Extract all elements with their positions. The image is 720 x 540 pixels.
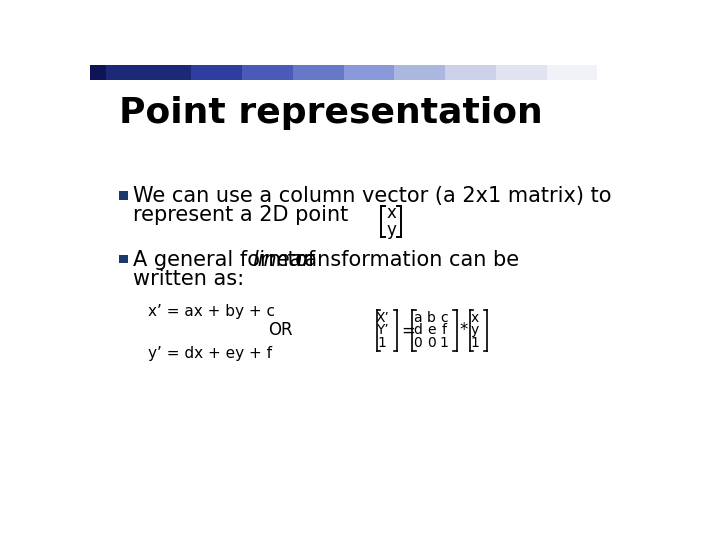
Bar bbox=[120, 255, 128, 264]
Text: linear: linear bbox=[252, 249, 311, 269]
Bar bbox=[496, 65, 548, 80]
Text: y: y bbox=[387, 221, 397, 239]
Bar bbox=[598, 65, 649, 80]
Text: d: d bbox=[413, 323, 422, 338]
Text: =: = bbox=[402, 321, 415, 340]
Text: Point representation: Point representation bbox=[120, 96, 543, 130]
Text: a: a bbox=[413, 311, 422, 325]
Bar bbox=[395, 65, 446, 80]
Text: We can use a column vector (a 2x1 matrix) to: We can use a column vector (a 2x1 matrix… bbox=[133, 186, 612, 206]
Text: 1: 1 bbox=[440, 336, 449, 350]
Bar bbox=[242, 65, 294, 80]
Bar bbox=[90, 65, 106, 80]
Text: 0: 0 bbox=[413, 336, 422, 350]
Text: y’ = dx + ey + f: y’ = dx + ey + f bbox=[148, 346, 272, 361]
Text: x’ = ax + by + c: x’ = ax + by + c bbox=[148, 303, 275, 319]
Text: transformation can be: transformation can be bbox=[281, 249, 519, 269]
Bar bbox=[140, 65, 192, 80]
Text: c: c bbox=[441, 311, 448, 325]
Text: x: x bbox=[471, 311, 480, 325]
Bar bbox=[120, 191, 128, 200]
Bar bbox=[90, 65, 142, 80]
Text: f: f bbox=[441, 323, 446, 338]
Bar bbox=[343, 65, 395, 80]
Bar bbox=[546, 65, 598, 80]
Text: x: x bbox=[387, 204, 397, 221]
Text: represent a 2D point: represent a 2D point bbox=[133, 205, 348, 225]
Bar bbox=[445, 65, 497, 80]
Text: X’: X’ bbox=[375, 311, 389, 325]
Text: A general form of: A general form of bbox=[133, 249, 323, 269]
Bar bbox=[192, 65, 243, 80]
Bar bbox=[90, 65, 106, 80]
Text: 1: 1 bbox=[471, 336, 480, 350]
Text: written as:: written as: bbox=[133, 269, 245, 289]
Text: *: * bbox=[459, 321, 468, 340]
Text: 1: 1 bbox=[378, 336, 387, 350]
Text: y: y bbox=[471, 323, 480, 338]
Text: OR: OR bbox=[269, 321, 293, 340]
Text: 0: 0 bbox=[427, 336, 436, 350]
Bar bbox=[293, 65, 345, 80]
Text: Y’: Y’ bbox=[376, 323, 389, 338]
Text: e: e bbox=[427, 323, 436, 338]
Text: b: b bbox=[426, 311, 436, 325]
